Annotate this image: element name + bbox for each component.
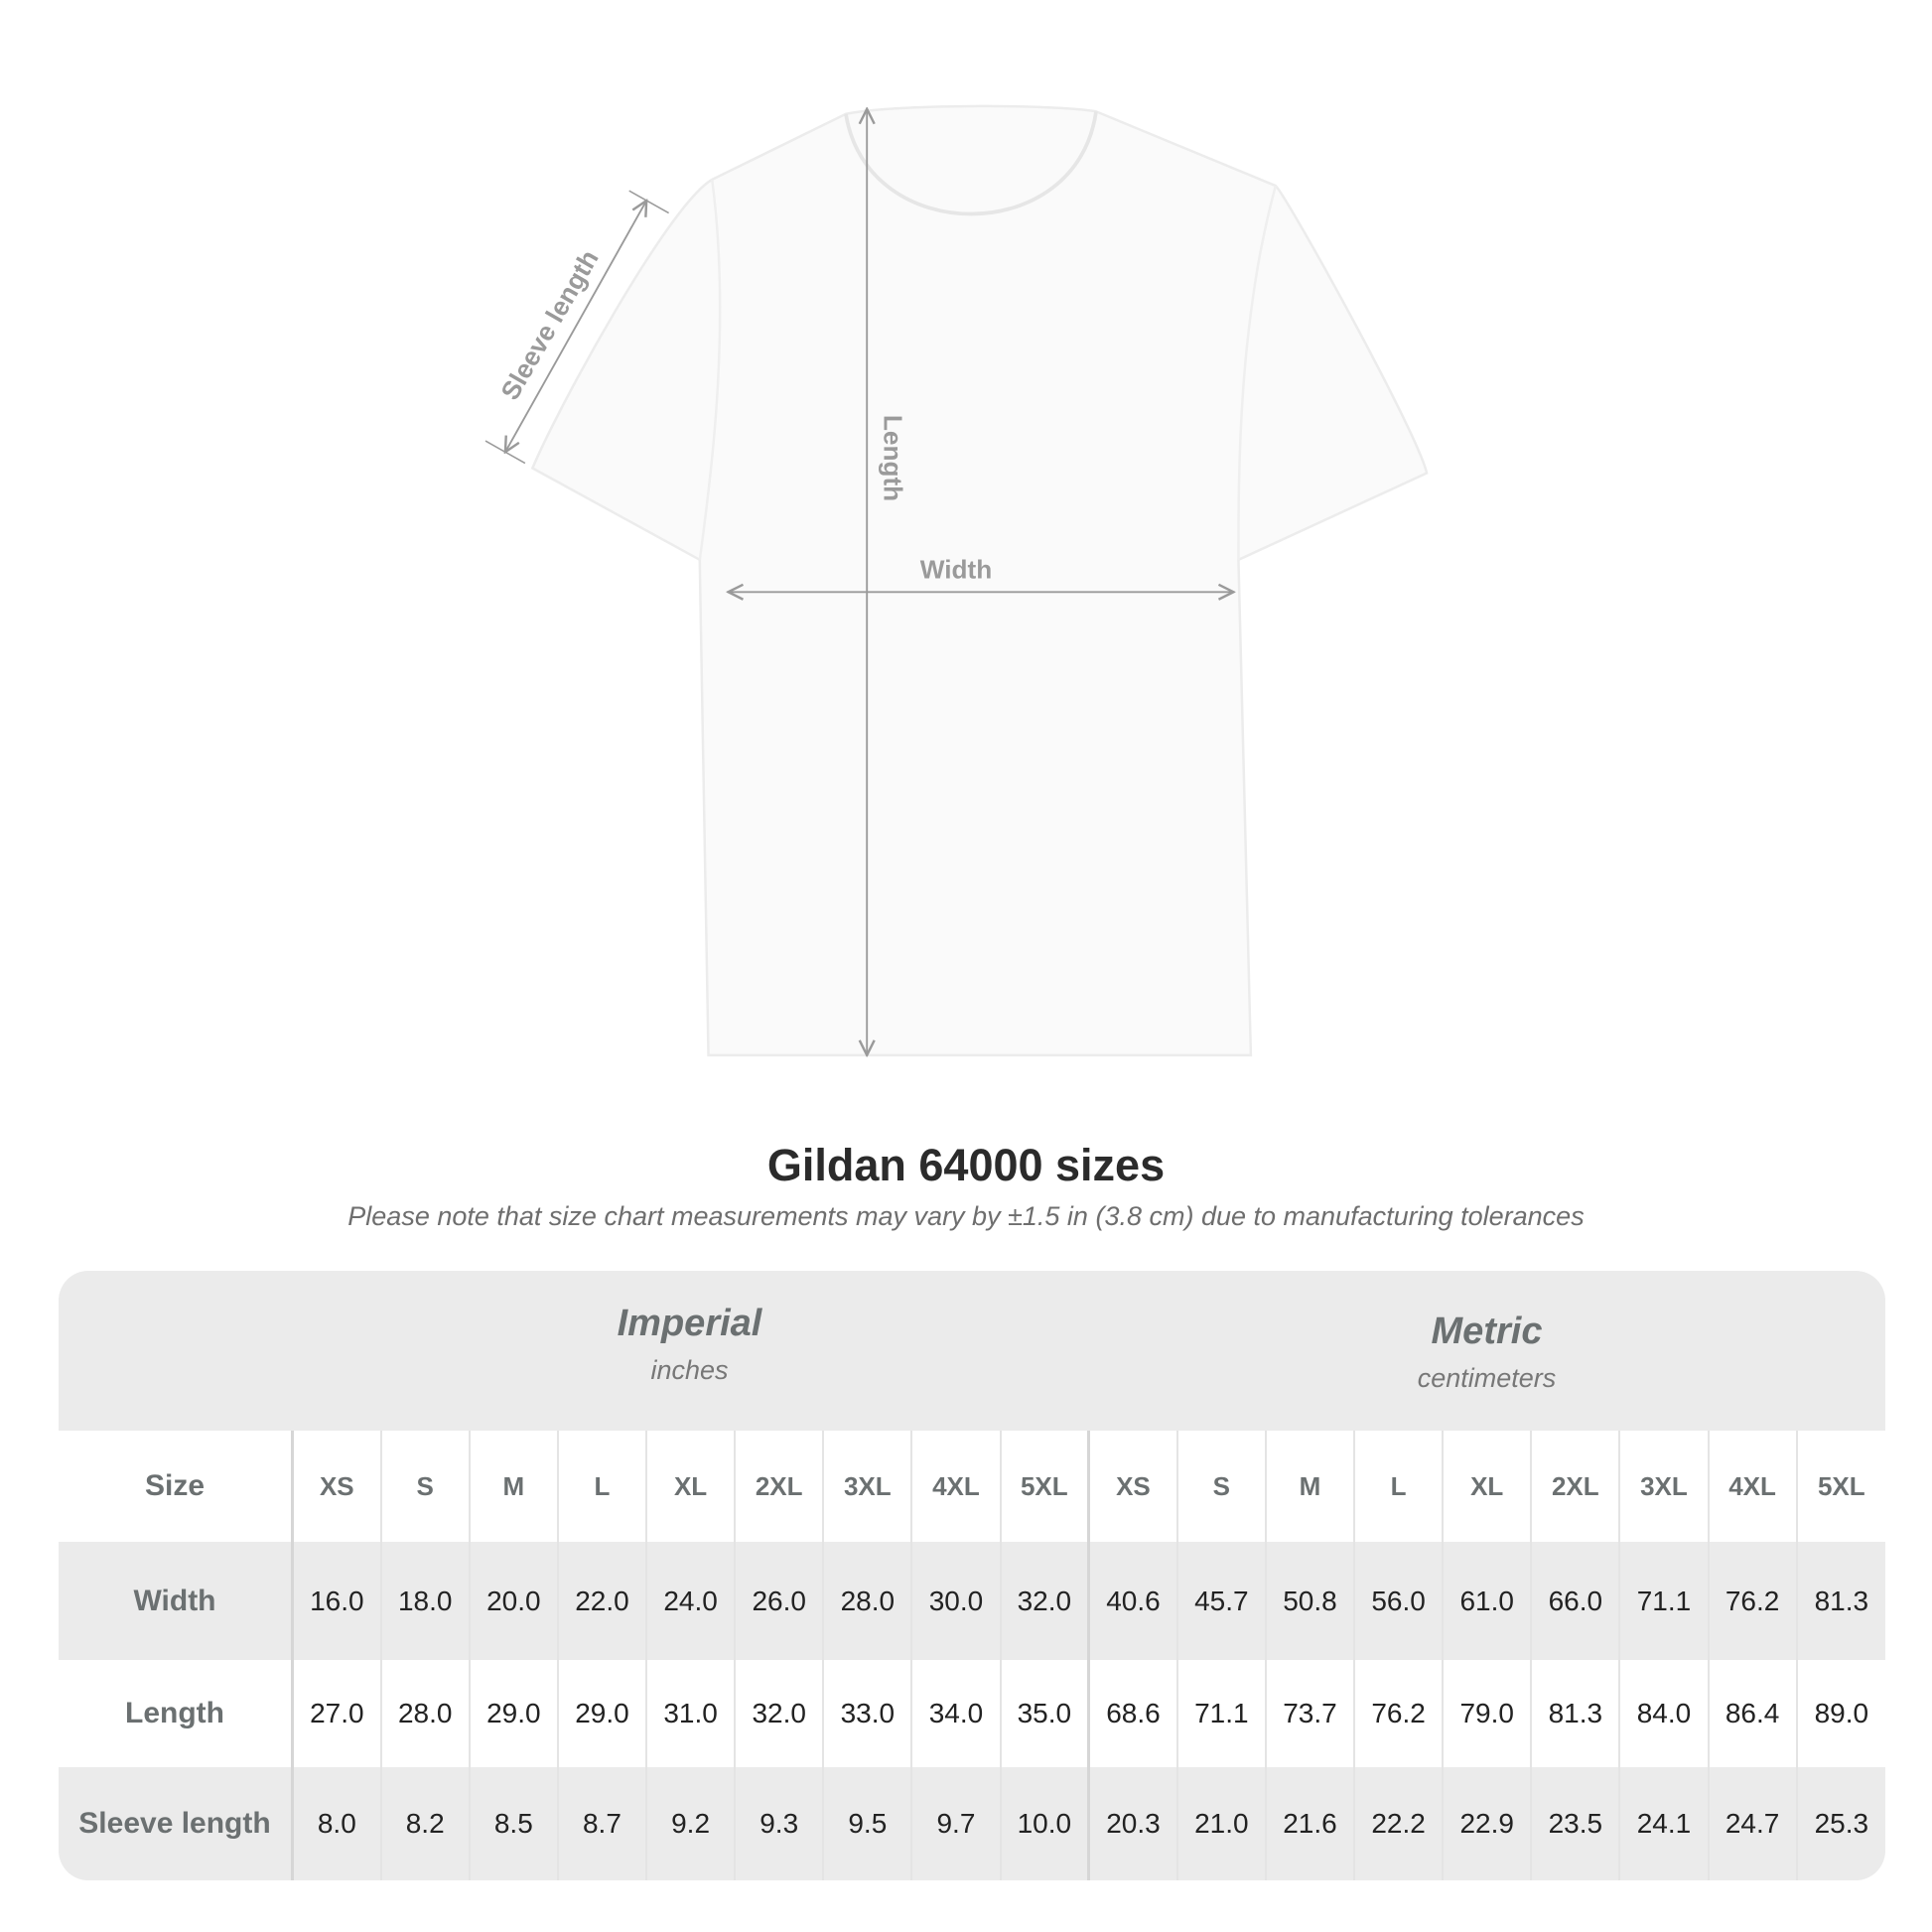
measurements-table: Size XS S M L XL 2XL 3XL 4XL 5XL XS S M L XL 2XL 3XL 4XL 5… xyxy=(59,1431,1885,1880)
imperial-value-cell: 9.2 xyxy=(644,1767,736,1880)
metric-value-cell: 50.8 xyxy=(1264,1542,1354,1660)
metric-value-cell: 22.9 xyxy=(1442,1767,1532,1880)
imperial-value-cell: 29.0 xyxy=(468,1660,558,1767)
imperial-value-cell: 8.5 xyxy=(468,1767,558,1880)
tolerance-note: Please note that size chart measurements… xyxy=(347,1201,1585,1231)
metric-value-cell: 61.0 xyxy=(1442,1542,1532,1660)
chart-title: Gildan 64000 sizes xyxy=(766,1140,1166,1190)
metric-size-M: M xyxy=(1264,1431,1354,1542)
metric-size-5XL: 5XL xyxy=(1795,1431,1885,1542)
row-label: Sleeve length xyxy=(59,1767,294,1880)
imperial-value-cell: 24.0 xyxy=(644,1542,736,1660)
metric-value-cell: 71.1 xyxy=(1175,1660,1266,1767)
metric-value-cell: 68.6 xyxy=(1087,1660,1177,1767)
imperial-size-4XL: 4XL xyxy=(910,1431,1001,1542)
imperial-value-cell: 35.0 xyxy=(999,1660,1089,1767)
row-label: Size xyxy=(59,1431,294,1542)
metric-value-cell: 66.0 xyxy=(1530,1542,1620,1660)
metric-size-XL: XL xyxy=(1442,1431,1532,1542)
imperial-value-cell: 8.0 xyxy=(291,1767,381,1880)
imperial-value-cell: 31.0 xyxy=(644,1660,736,1767)
imperial-value-cell: 32.0 xyxy=(999,1542,1089,1660)
metric-value-cell: 22.2 xyxy=(1352,1767,1444,1880)
imperial-value-cell: 18.0 xyxy=(379,1542,470,1660)
metric-value-cell: 84.0 xyxy=(1618,1660,1709,1767)
size-table: Imperial inches Metric centimeters Size X… xyxy=(59,1271,1885,1880)
metric-value-cell: 24.7 xyxy=(1707,1767,1797,1880)
metric-value-cell: 89.0 xyxy=(1795,1660,1885,1767)
metric-value-cell: 40.6 xyxy=(1087,1542,1177,1660)
imperial-value-cell: 28.0 xyxy=(379,1660,470,1767)
metric-size-L: L xyxy=(1352,1431,1444,1542)
width-label: Width xyxy=(920,555,992,585)
imperial-value-cell: 29.0 xyxy=(556,1660,646,1767)
imperial-title: Imperial xyxy=(617,1303,762,1344)
imperial-size-2XL: 2XL xyxy=(734,1431,824,1542)
imperial-value-cell: 30.0 xyxy=(910,1542,1001,1660)
table-header-band xyxy=(59,1271,1885,1431)
imperial-value-cell: 33.0 xyxy=(822,1660,912,1767)
row-label: Length xyxy=(59,1660,294,1767)
metric-value-cell: 79.0 xyxy=(1442,1660,1532,1767)
metric-value-cell: 86.4 xyxy=(1707,1660,1797,1767)
metric-value-cell: 20.3 xyxy=(1087,1767,1177,1880)
imperial-value-cell: 9.7 xyxy=(910,1767,1001,1880)
metric-title: Metric xyxy=(1431,1311,1543,1352)
metric-value-cell: 25.3 xyxy=(1795,1767,1885,1880)
imperial-value-cell: 27.0 xyxy=(291,1660,381,1767)
length-label: Length xyxy=(879,415,908,501)
imperial-value-cell: 28.0 xyxy=(822,1542,912,1660)
table-row-size: Size XS S M L XL 2XL 3XL 4XL 5XL XS S M L XL 2XL 3XL 4XL 5… xyxy=(59,1431,1885,1542)
imperial-value-cell: 20.0 xyxy=(468,1542,558,1660)
imperial-value-cell: 22.0 xyxy=(556,1542,646,1660)
metric-value-cell: 73.7 xyxy=(1264,1660,1354,1767)
metric-value-cell: 71.1 xyxy=(1618,1542,1709,1660)
imperial-size-XL: XL xyxy=(644,1431,736,1542)
metric-unit: centimeters xyxy=(1417,1363,1557,1393)
imperial-header: Imperial inches xyxy=(291,1303,1088,1386)
imperial-value-cell: 26.0 xyxy=(734,1542,824,1660)
imperial-value-cell: 9.5 xyxy=(822,1767,912,1880)
imperial-value-cell: 8.2 xyxy=(379,1767,470,1880)
metric-value-cell: 45.7 xyxy=(1175,1542,1266,1660)
metric-value-cell: 24.1 xyxy=(1618,1767,1709,1880)
imperial-value-cell: 8.7 xyxy=(556,1767,646,1880)
imperial-size-M: M xyxy=(468,1431,558,1542)
metric-value-cell: 21.6 xyxy=(1264,1767,1354,1880)
sleeve-measure-line xyxy=(505,201,646,452)
metric-size-2XL: 2XL xyxy=(1530,1431,1620,1542)
imperial-value-cell: 32.0 xyxy=(734,1660,824,1767)
metric-value-cell: 81.3 xyxy=(1530,1660,1620,1767)
metric-value-cell: 21.0 xyxy=(1175,1767,1266,1880)
imperial-size-S: S xyxy=(379,1431,470,1542)
metric-size-XS: XS xyxy=(1087,1431,1177,1542)
metric-header: Metric centimeters xyxy=(1088,1311,1885,1394)
table-row: Length 27.0 28.0 29.0 29.0 31.0 32.0 33.0 34.0 35… xyxy=(59,1660,1885,1767)
table-row: Width 16.0 18.0 20.0 22.0 24.0 26.0 28.0 30.0 32.… xyxy=(59,1542,1885,1660)
imperial-value-cell: 10.0 xyxy=(999,1767,1089,1880)
metric-value-cell: 23.5 xyxy=(1530,1767,1620,1880)
imperial-size-3XL: 3XL xyxy=(822,1431,912,1542)
imperial-value-cell: 9.3 xyxy=(734,1767,824,1880)
imperial-size-L: L xyxy=(556,1431,646,1542)
metric-value-cell: 56.0 xyxy=(1352,1542,1444,1660)
metric-value-cell: 76.2 xyxy=(1707,1542,1797,1660)
metric-size-4XL: 4XL xyxy=(1707,1431,1797,1542)
imperial-value-cell: 16.0 xyxy=(291,1542,381,1660)
metric-size-3XL: 3XL xyxy=(1618,1431,1709,1542)
table-row: Sleeve length 8.0 8.2 8.5 8.7 9.2 9.3 9.5 9.7 10.… xyxy=(59,1767,1885,1880)
metric-value-cell: 81.3 xyxy=(1795,1542,1885,1660)
imperial-size-XS: XS xyxy=(291,1431,381,1542)
imperial-value-cell: 34.0 xyxy=(910,1660,1001,1767)
row-label: Width xyxy=(59,1542,294,1660)
imperial-size-5XL: 5XL xyxy=(999,1431,1089,1542)
imperial-unit: inches xyxy=(650,1355,729,1385)
metric-size-S: S xyxy=(1175,1431,1266,1542)
metric-value-cell: 76.2 xyxy=(1352,1660,1444,1767)
